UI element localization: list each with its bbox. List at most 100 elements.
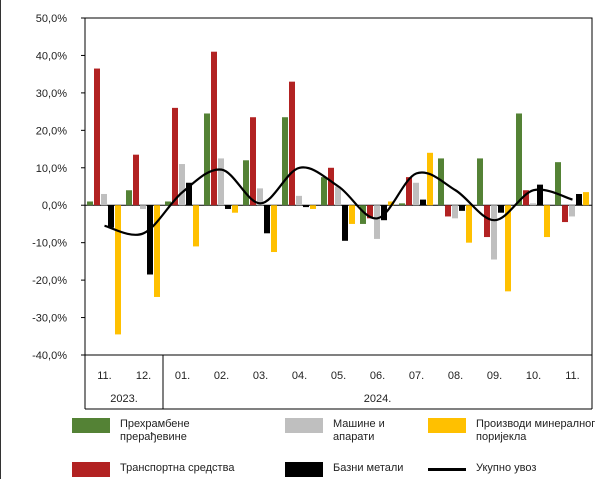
y-tick-label: 50,0% — [36, 13, 67, 25]
x-tick-label: 10. — [526, 370, 541, 382]
bar-прехрамбене-8 — [399, 203, 405, 206]
bar-машине-10 — [491, 205, 497, 260]
bar-машине-2 — [179, 164, 185, 206]
bar-машине-7 — [374, 205, 380, 239]
bar-машине-8 — [413, 182, 419, 206]
legend-item-transport: Транспортна средства — [72, 462, 234, 477]
bar-прехрамбене-5 — [282, 117, 288, 206]
legend-swatch-metals — [285, 462, 323, 477]
legend-swatch-mineral — [428, 418, 466, 433]
bar-транспортна-10 — [484, 205, 490, 238]
x-tick-label: 02. — [214, 370, 229, 382]
legend-swatch-transport — [72, 462, 110, 477]
bar-транспортна-8 — [406, 177, 412, 206]
bar-транспортна-6 — [328, 167, 334, 206]
bar-производи-12 — [583, 192, 589, 206]
bar-машине-3 — [218, 158, 224, 206]
bar-прехрамбене-1 — [126, 190, 132, 206]
x-tick-label: 01. — [175, 370, 190, 382]
bar-производи-5 — [310, 205, 316, 209]
bar-базни-7 — [381, 205, 387, 221]
bar-прехрамбене-9 — [438, 158, 444, 206]
bar-транспортна-7 — [367, 205, 373, 219]
bar-прехрамбене-7 — [360, 205, 366, 224]
bar-базни-6 — [342, 205, 348, 241]
bar-машине-1 — [140, 205, 146, 209]
bar-машине-12 — [569, 205, 575, 217]
legend-item-machines: Машине и апарати — [285, 418, 385, 444]
legend-label-total: Укупно увоз — [476, 462, 537, 474]
bar-транспортна-11 — [523, 190, 529, 206]
x-tick-label: 05. — [331, 370, 346, 382]
y-tick-label: -40,0% — [32, 350, 67, 362]
bar-транспортна-5 — [289, 81, 295, 206]
y-tick-label: 0,0% — [42, 200, 67, 212]
y-tick-label: 30,0% — [36, 88, 67, 100]
line-total-import — [104, 166, 573, 236]
x-tick-label: 04. — [292, 370, 307, 382]
x-tick-label: 06. — [370, 370, 385, 382]
bar-машине-11 — [530, 203, 536, 206]
bar-базни-0 — [108, 205, 114, 228]
chart-legend: Прехрамбене прерађевине Машине и апарати… — [0, 412, 612, 479]
bar-базни-8 — [420, 199, 426, 206]
x-tick-label: 11. — [97, 370, 111, 382]
bar-базни-2 — [186, 182, 192, 206]
bar-базни-11 — [537, 184, 543, 206]
bar-базни-9 — [459, 205, 465, 211]
plot-frame — [84, 17, 593, 356]
legend-swatch-total — [428, 468, 466, 471]
year-label: 2023. — [110, 393, 138, 405]
bar-транспортна-3 — [211, 51, 217, 206]
bar-машине-4 — [257, 188, 263, 206]
bar-line-chart: 50,0% 40,0% 30,0% 20,0% 10,0% 0,0% -10,0% -20,0… — [32, 13, 593, 410]
bar-производи-2 — [193, 205, 199, 247]
legend-item-mineral: Производи минералног поријекла — [428, 418, 595, 444]
bar-транспортна-1 — [133, 154, 139, 206]
y-tick-label: -30,0% — [32, 313, 67, 325]
bar-производи-9 — [466, 205, 472, 243]
bar-транспортна-12 — [562, 205, 568, 223]
bar-машине-5 — [296, 195, 302, 206]
legend-swatch-food — [72, 418, 110, 433]
bar-производи-3 — [232, 205, 238, 213]
bar-машине-0 — [101, 193, 107, 206]
bar-прехрамбене-12 — [555, 162, 561, 206]
year-label: 2024. — [364, 393, 392, 405]
legend-label-metals: Базни метали — [333, 462, 404, 474]
bar-прехрамбене-0 — [87, 201, 93, 206]
bar-базни-1 — [147, 205, 153, 275]
bar-машине-6 — [335, 186, 341, 206]
x-tick-label: 12. — [136, 370, 151, 382]
legend-item-total: Укупно увоз — [428, 462, 536, 475]
y-tick-label: 10,0% — [36, 163, 67, 175]
bar-производи-10 — [505, 205, 511, 292]
legend-item-food: Прехрамбене прерађевине — [72, 418, 190, 444]
x-tick-label: 09. — [487, 370, 502, 382]
bar-базни-4 — [264, 205, 270, 234]
legend-label-machines: Машине и апарати — [333, 418, 385, 443]
x-tick-label: 03. — [253, 370, 268, 382]
legend-item-metals: Базни метали — [285, 462, 403, 477]
figure-left-border — [0, 0, 1, 479]
bar-прехрамбене-2 — [165, 201, 171, 206]
bar-транспортна-2 — [172, 107, 178, 206]
bar-прехрамбене-6 — [321, 177, 327, 206]
y-tick-label: -20,0% — [32, 275, 67, 287]
bar-транспортна-9 — [445, 205, 451, 217]
legend-label-food: Прехрамбене прерађевине — [120, 418, 190, 443]
bar-прехрамбене-4 — [243, 160, 249, 206]
bar-базни-3 — [225, 205, 231, 209]
x-tick-label: 11. — [565, 370, 579, 382]
y-tick-label: -10,0% — [32, 238, 67, 250]
bar-транспортна-0 — [94, 68, 100, 206]
bar-производи-1 — [154, 205, 160, 297]
bar-базни-5 — [303, 205, 309, 208]
x-tick-label: 07. — [409, 370, 424, 382]
legend-label-mineral: Производи минералног поријекла — [476, 418, 596, 443]
bar-производи-4 — [271, 205, 277, 253]
bar-прехрамбене-11 — [516, 113, 522, 206]
legend-label-transport: Транспортна средства — [120, 462, 235, 474]
bar-базни-10 — [498, 205, 504, 213]
bar-прехрамбене-10 — [477, 158, 483, 206]
